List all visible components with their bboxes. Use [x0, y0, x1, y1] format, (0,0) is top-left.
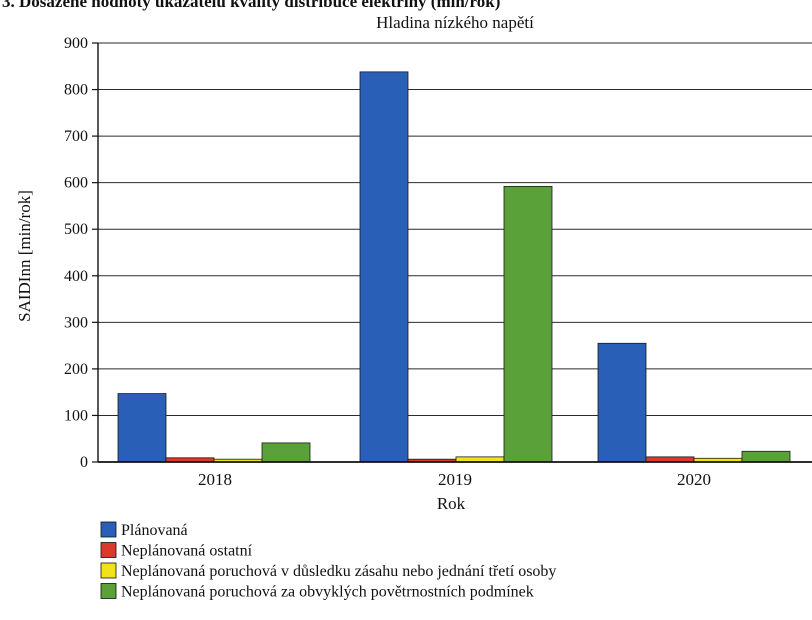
legend-swatch: [100, 562, 117, 579]
y-tick-label: 800: [64, 82, 88, 99]
bar-2019-series-1: [359, 71, 409, 463]
bar-2019-series-4: [503, 185, 553, 463]
x-axis-title: Rok: [437, 494, 466, 513]
y-tick-label: 300: [64, 314, 88, 331]
x-tick-label: 2019: [438, 470, 472, 489]
legend-swatch: [100, 521, 117, 538]
legend-swatch: [100, 583, 117, 599]
y-tick-label: 700: [64, 128, 88, 145]
bar-2020-series-1: [597, 342, 647, 463]
bar-2020-series-4: [741, 450, 791, 463]
legend-label: Neplánovaná poruchová za obvyklých povět…: [121, 584, 534, 601]
legend-label: Neplánovaná ostatní: [121, 543, 253, 560]
y-tick-label: 200: [64, 361, 88, 378]
x-tick-label: 2018: [198, 470, 232, 489]
chart-title: Hladina nízkého napětí: [376, 13, 534, 32]
page-heading: 3. Dosažené hodnoty ukazatelů kvality di…: [2, 0, 500, 11]
y-tick-label: 100: [64, 407, 88, 424]
legend-item: Neplánovaná poruchová za obvyklých povět…: [100, 583, 534, 601]
bars: [117, 71, 791, 463]
y-tick-label: 500: [64, 221, 88, 238]
y-axis-title: SAIDInn [min/rok]: [15, 190, 34, 322]
bar-2018-series-1: [117, 393, 167, 463]
legend-item: Plánovaná: [100, 521, 188, 539]
y-tick-label: 400: [64, 268, 88, 285]
x-tick-label: 2020: [677, 470, 711, 489]
legend-label: Neplánovaná poruchová v důsledku zásahu …: [121, 563, 556, 580]
legend-item: Neplánovaná poruchová v důsledku zásahu …: [100, 562, 556, 580]
y-tick-label: 900: [64, 35, 88, 52]
y-tick-label: 600: [64, 175, 88, 192]
bar-2018-series-4: [261, 442, 311, 463]
y-tick-labels: 0 100 200 300 400 500 600 700 800 900: [64, 35, 88, 471]
axes: [92, 42, 812, 463]
legend-label: Plánovaná: [121, 522, 188, 539]
legend: Plánovaná Neplánovaná ostatní Neplánovaná …: [100, 521, 556, 601]
y-tick-label: 0: [80, 454, 88, 471]
legend-swatch: [100, 542, 117, 558]
gridlines: [98, 42, 812, 416]
legend-item: Neplánovaná ostatní: [100, 542, 253, 560]
x-tick-labels: 2018 2019 2020: [198, 470, 711, 489]
